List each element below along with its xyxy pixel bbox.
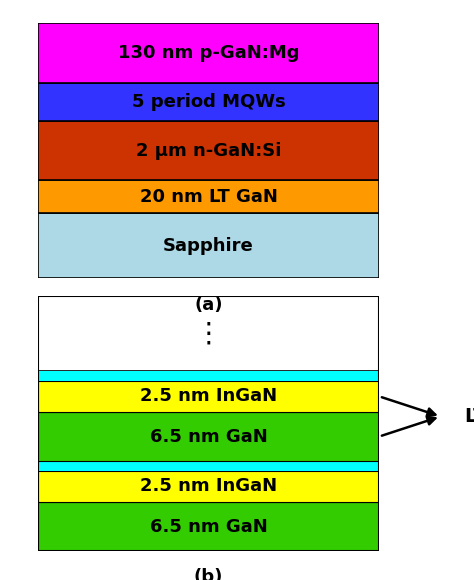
Text: 6.5 nm GaN: 6.5 nm GaN	[150, 427, 267, 445]
Bar	[38, 296, 379, 371]
Bar	[38, 180, 379, 213]
Bar	[38, 121, 379, 180]
Text: (b): (b)	[194, 568, 223, 580]
Text: 2 μm n-GaN:Si: 2 μm n-GaN:Si	[136, 142, 281, 160]
Bar	[38, 23, 379, 82]
Text: 20 nm LT GaN: 20 nm LT GaN	[140, 188, 277, 206]
Text: Sapphire: Sapphire	[163, 237, 254, 255]
Bar	[38, 461, 379, 471]
Text: LT-cap: LT-cap	[465, 407, 474, 426]
Bar	[38, 82, 379, 121]
Text: 2.5 nm InGaN: 2.5 nm InGaN	[140, 387, 277, 405]
Bar	[38, 371, 379, 380]
Text: 2.5 nm InGaN: 2.5 nm InGaN	[140, 477, 277, 495]
Bar	[38, 502, 379, 551]
Text: (a): (a)	[194, 296, 223, 314]
Bar	[38, 412, 379, 461]
Text: 6.5 nm GaN: 6.5 nm GaN	[150, 517, 267, 535]
Bar	[38, 471, 379, 502]
Bar	[38, 380, 379, 412]
Bar	[38, 213, 379, 278]
Text: 5 period MQWs: 5 period MQWs	[132, 93, 285, 111]
Text: 130 nm p-GaN:Mg: 130 nm p-GaN:Mg	[118, 44, 299, 62]
Text: ⋮: ⋮	[195, 320, 222, 347]
